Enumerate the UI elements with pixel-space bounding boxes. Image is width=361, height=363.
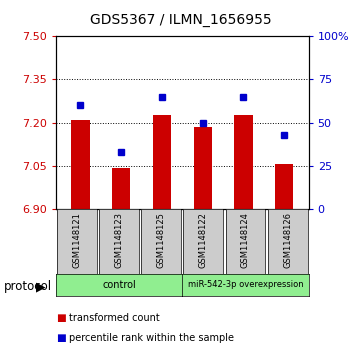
Text: transformed count: transformed count [69,313,159,323]
Text: GSM1148122: GSM1148122 [199,212,208,268]
Bar [112,168,130,209]
Bar [234,115,253,209]
Text: GSM1148124: GSM1148124 [241,212,250,268]
Text: GDS5367 / ILMN_1656955: GDS5367 / ILMN_1656955 [90,13,271,27]
Text: GSM1148125: GSM1148125 [157,212,166,268]
Text: ▶: ▶ [36,280,46,293]
Bar [275,164,293,209]
Text: GSM1148121: GSM1148121 [73,212,82,268]
Text: miR-542-3p overexpression: miR-542-3p overexpression [188,281,303,289]
Bar [153,115,171,209]
Text: percentile rank within the sample: percentile rank within the sample [69,333,234,343]
Text: GSM1148123: GSM1148123 [115,212,123,268]
Bar [71,120,90,209]
Text: ■: ■ [56,313,66,323]
Text: ■: ■ [56,333,66,343]
Text: protocol: protocol [4,280,52,293]
Bar [193,127,212,209]
Text: GSM1148126: GSM1148126 [283,212,292,268]
Text: control: control [102,280,136,290]
